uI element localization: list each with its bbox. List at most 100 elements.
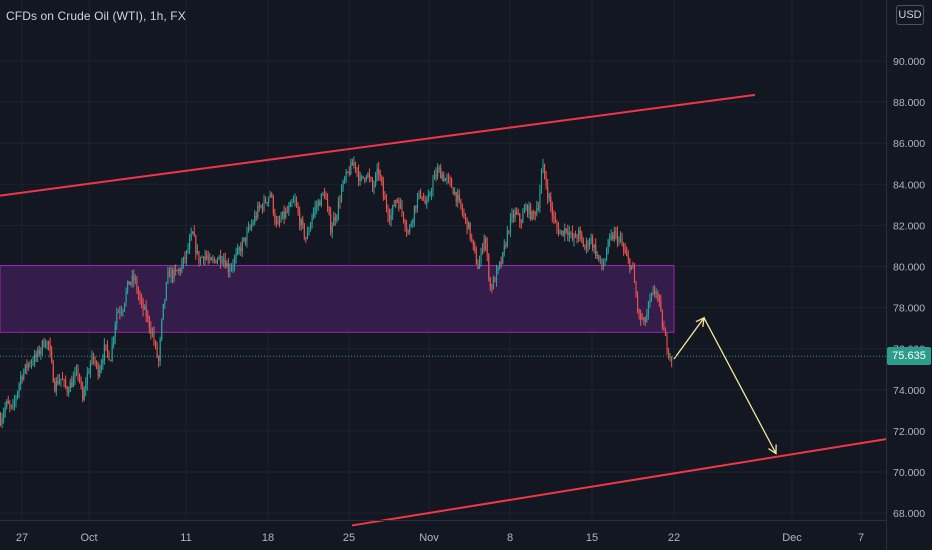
candle-body [173,269,175,279]
candle-body [175,269,177,271]
candle-body [124,303,126,311]
candle-body [533,211,535,213]
price-tick-label: 70.000 [893,467,925,479]
candle-body [291,202,293,204]
candle-body [522,213,524,223]
candle-body [20,376,22,385]
channel-lower-line[interactable] [351,438,887,527]
candle-body [137,290,140,296]
candle-body [334,217,336,221]
candle-body [111,343,113,361]
candle-body [589,242,591,247]
candle-body [116,312,118,325]
candle-body [519,213,521,222]
candle-body [658,295,660,301]
time-tick-label: 22 [668,532,680,544]
candle-body [232,265,234,267]
candle-body [664,330,667,336]
candle-body [246,231,248,242]
candle-body [558,227,560,235]
candle-body [344,179,346,181]
candle-body [426,201,428,204]
candle-body [427,194,429,202]
time-axis[interactable]: 27 Oct 11 18 25 Nov 8 15 22 Dec 7 [16,532,864,544]
candle-body [655,292,657,294]
candle-body [271,194,273,196]
candle-body [193,232,195,237]
candle-body [9,403,11,406]
candle-body [356,168,358,171]
candle-body [387,208,389,216]
candle-body [97,363,99,376]
candle-body [613,231,615,240]
candle-body [424,199,426,204]
candle-body [341,189,343,202]
candle-body [407,230,409,232]
candle-body [638,309,640,314]
candle-body [660,300,662,311]
candle-body [164,299,166,304]
candlestick-series[interactable] [0,156,673,429]
candle-body [640,313,642,320]
candle-body [358,170,360,181]
time-tick-label: Nov [419,532,439,544]
candle-body [223,259,225,262]
supply-zone[interactable] [0,264,675,333]
candle-body [644,317,646,323]
candle-body [153,332,155,342]
candle-body [362,176,364,179]
candle-body [204,255,206,261]
candle-body [537,207,539,209]
candle-body [155,341,157,345]
candle-body [567,231,569,236]
candle-body [317,201,319,207]
candle-body [550,196,552,207]
currency-button[interactable]: USD [896,5,924,25]
candle-body [649,298,651,304]
candle-body [420,191,422,197]
candle-body [234,258,236,266]
candle-body [444,178,446,182]
price-tick-label: 78.000 [893,303,925,315]
candle-body [669,356,671,358]
candle-body [310,224,312,232]
candle-body [283,211,285,218]
candle-body [354,162,357,169]
candle-body [102,359,104,364]
candle-body [404,220,406,227]
candle-body [308,231,310,233]
candle-body [89,364,91,373]
candle-body [300,219,302,226]
candle-body [319,201,321,206]
candle-body [21,376,23,380]
candle-body [506,230,508,246]
candle-body [168,271,171,278]
candle-body [46,341,48,347]
candle-body [13,401,16,404]
projection-path[interactable] [673,316,777,455]
price-axis[interactable]: 68.00070.00072.00074.00076.00078.00080.0… [893,56,925,520]
candle-body [629,259,631,270]
candle-body [162,303,164,320]
candle-body [165,282,167,300]
candle-body [392,205,394,215]
candle-body [604,259,606,266]
channel-upper-line[interactable] [0,93,756,197]
candle-body [460,199,462,208]
candle-body [593,244,595,248]
candle-body [568,232,570,236]
candle-body [471,238,473,240]
candle-body [561,230,563,233]
supply-zone-rect[interactable] [0,264,675,333]
candle-body [602,265,605,268]
candle-body [6,400,8,407]
candle-body [382,182,384,196]
candle-body [654,290,656,294]
candle-body [584,246,586,248]
candle-body [446,177,448,179]
candle-body [277,220,279,225]
candle-body [339,201,341,203]
candle-body [536,207,538,215]
channel-trendlines[interactable] [0,93,887,527]
